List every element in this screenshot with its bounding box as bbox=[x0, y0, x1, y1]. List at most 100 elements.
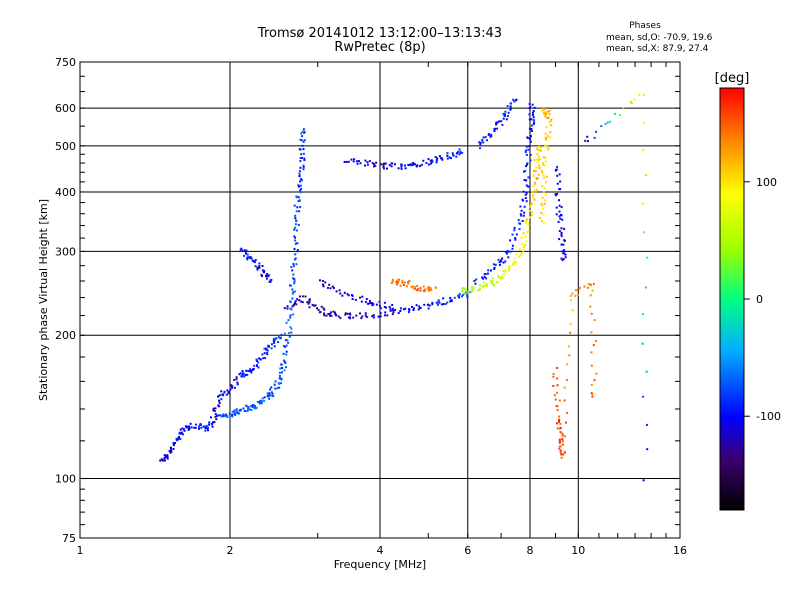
echo-point bbox=[459, 150, 462, 153]
echo-point bbox=[386, 314, 389, 317]
echo-point bbox=[313, 304, 316, 307]
echo-point bbox=[390, 165, 393, 168]
echo-point bbox=[557, 421, 560, 423]
echo-point bbox=[483, 273, 486, 276]
echo-point bbox=[543, 112, 546, 115]
echo-point bbox=[346, 312, 349, 315]
echo-point bbox=[525, 145, 528, 148]
echo-point bbox=[535, 166, 538, 169]
echo-point bbox=[253, 405, 256, 408]
echo-point bbox=[198, 427, 200, 430]
echo-point bbox=[537, 159, 540, 161]
echo-point bbox=[285, 344, 288, 347]
echo-point bbox=[405, 285, 408, 288]
echo-point bbox=[438, 301, 441, 304]
echo-point bbox=[558, 447, 561, 450]
echo-point bbox=[297, 184, 300, 187]
echo-point bbox=[253, 261, 256, 264]
echo-point bbox=[378, 304, 381, 307]
echo-point bbox=[294, 300, 297, 303]
echo-point bbox=[436, 301, 439, 304]
echo-point bbox=[299, 160, 302, 162]
echo-point bbox=[560, 257, 563, 260]
echo-point bbox=[497, 276, 499, 279]
echo-point bbox=[502, 261, 505, 264]
echo-point bbox=[361, 295, 364, 298]
echo-point bbox=[170, 450, 173, 453]
echo-point bbox=[347, 160, 350, 163]
echo-point bbox=[540, 169, 543, 172]
echo-point bbox=[606, 121, 609, 124]
echo-point bbox=[218, 399, 221, 402]
echo-point bbox=[542, 213, 545, 216]
echo-point bbox=[252, 368, 255, 371]
echo-point bbox=[233, 413, 236, 416]
echo-point bbox=[343, 291, 346, 294]
echo-point bbox=[295, 210, 298, 213]
echo-point bbox=[589, 305, 592, 308]
echo-point bbox=[467, 291, 470, 294]
echo-point bbox=[223, 390, 226, 393]
echo-point bbox=[396, 281, 399, 284]
echo-point bbox=[279, 337, 282, 340]
echo-point bbox=[524, 149, 527, 152]
echo-point bbox=[525, 200, 528, 203]
echo-point bbox=[511, 264, 514, 266]
echo-point bbox=[511, 244, 514, 247]
echo-point bbox=[514, 238, 517, 241]
echo-point bbox=[642, 395, 645, 398]
echo-point bbox=[371, 315, 374, 318]
echo-point bbox=[527, 221, 530, 224]
echo-point bbox=[298, 172, 301, 175]
echo-point bbox=[292, 277, 295, 280]
echo-point bbox=[561, 259, 564, 262]
echo-point bbox=[243, 254, 246, 257]
echo-point bbox=[283, 345, 285, 348]
echo-point bbox=[247, 408, 250, 410]
echo-point bbox=[485, 285, 488, 288]
echo-point bbox=[208, 421, 211, 424]
echo-point bbox=[407, 282, 410, 285]
echo-point bbox=[544, 156, 547, 159]
echo-point bbox=[479, 143, 482, 146]
echo-point bbox=[548, 109, 551, 112]
echo-point bbox=[556, 427, 559, 430]
echo-point bbox=[255, 359, 258, 362]
echo-point bbox=[485, 283, 488, 286]
echo-point bbox=[288, 332, 290, 335]
echo-point bbox=[199, 423, 202, 426]
echo-point bbox=[530, 214, 533, 217]
echo-point bbox=[169, 451, 172, 454]
echo-point bbox=[334, 311, 336, 314]
echo-point bbox=[487, 269, 490, 272]
echo-point bbox=[446, 154, 449, 157]
echo-point bbox=[299, 148, 302, 151]
echo-point bbox=[486, 282, 488, 285]
echo-point bbox=[528, 210, 531, 213]
echo-point bbox=[397, 278, 400, 281]
echo-point bbox=[298, 199, 301, 202]
echo-point bbox=[179, 437, 182, 440]
echo-point bbox=[513, 100, 516, 103]
echo-point bbox=[296, 298, 299, 301]
echo-point bbox=[298, 295, 301, 298]
echo-point bbox=[559, 431, 562, 433]
echo-point bbox=[241, 374, 244, 377]
echo-point bbox=[533, 198, 536, 201]
echo-point bbox=[215, 418, 218, 421]
echo-point bbox=[292, 291, 295, 294]
echo-point bbox=[488, 133, 490, 136]
echo-point bbox=[526, 162, 529, 165]
echo-point bbox=[293, 303, 296, 306]
echo-point bbox=[574, 294, 577, 297]
echo-point bbox=[411, 163, 414, 166]
echo-point bbox=[233, 379, 236, 381]
echo-point bbox=[525, 179, 528, 182]
echo-point bbox=[404, 307, 407, 310]
echo-point bbox=[558, 441, 561, 444]
echo-point bbox=[514, 99, 517, 102]
echo-point bbox=[524, 169, 527, 172]
echo-point bbox=[286, 307, 289, 310]
echo-point bbox=[400, 167, 403, 170]
